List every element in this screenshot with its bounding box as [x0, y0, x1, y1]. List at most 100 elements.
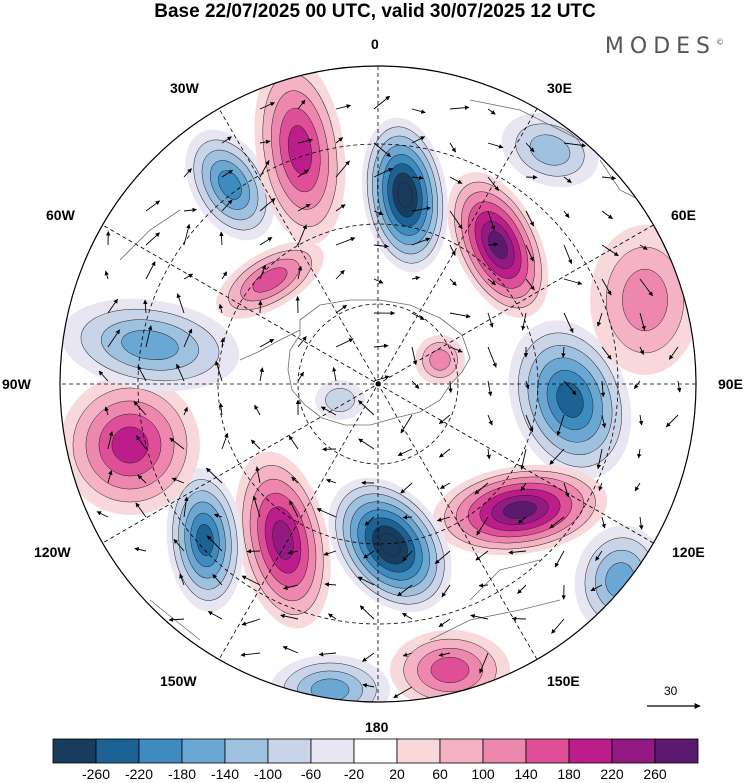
- wind-arrow-160: [474, 482, 489, 495]
- wind-arrow-199: [397, 584, 413, 597]
- wind-arrow-103: [98, 370, 109, 382]
- colorbar-tick-labels: -260 -220 -180 -140 -100 -60 -20 20 60 100 140 180 2…: [0, 766, 750, 782]
- wind-arrow-12: [411, 136, 426, 144]
- wind-arrow-68: [525, 278, 535, 291]
- wind-arrow-169: [252, 495, 261, 518]
- anomaly-contour-16-2: [529, 134, 571, 166]
- wind-arrow-28: [601, 175, 617, 181]
- wind-arrow-86: [639, 312, 646, 331]
- wind-arrow-13: [449, 142, 456, 153]
- wind-arrow-151: [137, 474, 147, 484]
- wind-arrow-35: [373, 210, 384, 216]
- reference-vector-label: 30: [664, 684, 678, 698]
- wind-arrow-125: [320, 406, 337, 416]
- wind-arrow-140: [288, 435, 299, 450]
- wind-arrow-110: [373, 375, 390, 382]
- lon-label-90w: 90W: [2, 376, 31, 392]
- wind-arrow-210: [359, 605, 375, 620]
- wind-arrow-112: [448, 380, 453, 393]
- wind-arrow-192: [595, 550, 603, 561]
- parallel-circle-1: [217, 223, 539, 545]
- wind-arrow-83: [521, 312, 527, 331]
- wind-arrow-170: [289, 500, 299, 518]
- wind-arrow-167: [183, 496, 189, 518]
- wind-arrow-165: [96, 511, 109, 518]
- colorbar-tick-6: -20: [343, 766, 365, 782]
- wind-arrow-133: [638, 414, 644, 426]
- wind-arrow-91: [259, 338, 275, 348]
- wind-arrow-41: [601, 210, 613, 220]
- wind-arrow-11: [373, 142, 392, 158]
- wind-arrow-59: [183, 273, 194, 280]
- wind-arrow-16: [563, 142, 587, 148]
- wind-arrow-191: [554, 550, 565, 568]
- map-title: Base 22/07/2025 00 UTC, valid 30/07/2025…: [154, 1, 596, 22]
- wind-arrow-45: [219, 231, 224, 246]
- colorbar: [52, 738, 699, 764]
- wind-arrow-90: [220, 337, 225, 348]
- wind-arrow-69: [563, 278, 583, 286]
- wind-arrow-153: [205, 467, 223, 484]
- wind-arrow-67: [487, 278, 496, 286]
- wind-arrow-53: [525, 244, 534, 262]
- wind-arrow-209: [328, 613, 337, 620]
- colorbar-swatch-6: [310, 738, 355, 764]
- wind-arrow-200: [441, 584, 451, 598]
- anomaly-contour-0-7: [397, 181, 413, 209]
- colorbar-tick-13: 260: [643, 766, 667, 782]
- lon-label-60w: 60W: [46, 207, 75, 223]
- wind-arrow-29: [145, 200, 161, 212]
- wind-arrow-156: [325, 478, 337, 484]
- lon-label-60e: 60E: [671, 207, 696, 223]
- wind-arrow-146: [520, 448, 527, 470]
- lon-label-180: 180: [365, 719, 389, 735]
- wind-arrow-145: [486, 448, 492, 460]
- wind-arrow-114: [525, 380, 530, 390]
- wind-arrow-115: [563, 380, 577, 396]
- wind-arrow-39: [525, 210, 535, 227]
- lon-label-30e: 30E: [547, 80, 572, 96]
- lon-label-150w: 150W: [160, 673, 197, 689]
- colorbar-swatch-3: [181, 738, 226, 764]
- wind-arrow-201: [478, 583, 489, 588]
- wind-arrow-144: [439, 448, 451, 458]
- wind-arrow-155: [291, 476, 299, 484]
- anomaly-contour-5-5: [272, 520, 294, 560]
- wind-arrow-109: [332, 366, 337, 382]
- anomaly-contour-2-5: [556, 382, 584, 418]
- wind-arrow-148: [596, 448, 603, 470]
- wind-arrow-31: [221, 199, 233, 212]
- wind-arrow-87: [107, 329, 121, 348]
- wind-arrow-93: [335, 338, 354, 348]
- wind-arrow-50: [411, 237, 431, 246]
- colorbar-swatch-7: [353, 738, 398, 764]
- wind-arrow-101: [639, 346, 644, 355]
- wind-arrow-94: [373, 343, 389, 349]
- map-boundary: [59, 65, 697, 703]
- wind-arrow-47: [297, 224, 307, 246]
- lon-label-120w: 120W: [34, 544, 71, 560]
- colorbar-swatch-9: [439, 738, 484, 764]
- wind-arrow-92: [297, 336, 307, 348]
- modes-logo: MODES©: [605, 34, 724, 59]
- wind-arrow-0: [259, 102, 275, 110]
- wind-arrow-184: [287, 550, 299, 555]
- anomaly-contour-17-2: [429, 349, 451, 371]
- wind-arrow-82: [487, 312, 494, 328]
- colorbar-tick-11: 180: [557, 766, 581, 782]
- wind-arrow-127: [400, 414, 413, 434]
- wind-arrow-224: [393, 686, 413, 699]
- wind-arrow-38: [487, 210, 496, 231]
- wind-arrow-17: [183, 168, 192, 178]
- wind-arrow-43: [145, 232, 160, 246]
- coastlines: [119, 99, 661, 641]
- colorbar-tick-2: -180: [167, 766, 197, 782]
- colorbar-tick-1: -220: [124, 766, 154, 782]
- wind-arrow-5: [449, 105, 470, 110]
- anomaly-contour-11-3: [252, 267, 288, 293]
- lon-label-30w: 30W: [170, 80, 199, 96]
- wind-arrow-88: [145, 325, 153, 348]
- wind-arrow-162: [563, 482, 570, 498]
- wind-arrow-171: [316, 508, 337, 518]
- wind-arrow-204: [590, 584, 603, 592]
